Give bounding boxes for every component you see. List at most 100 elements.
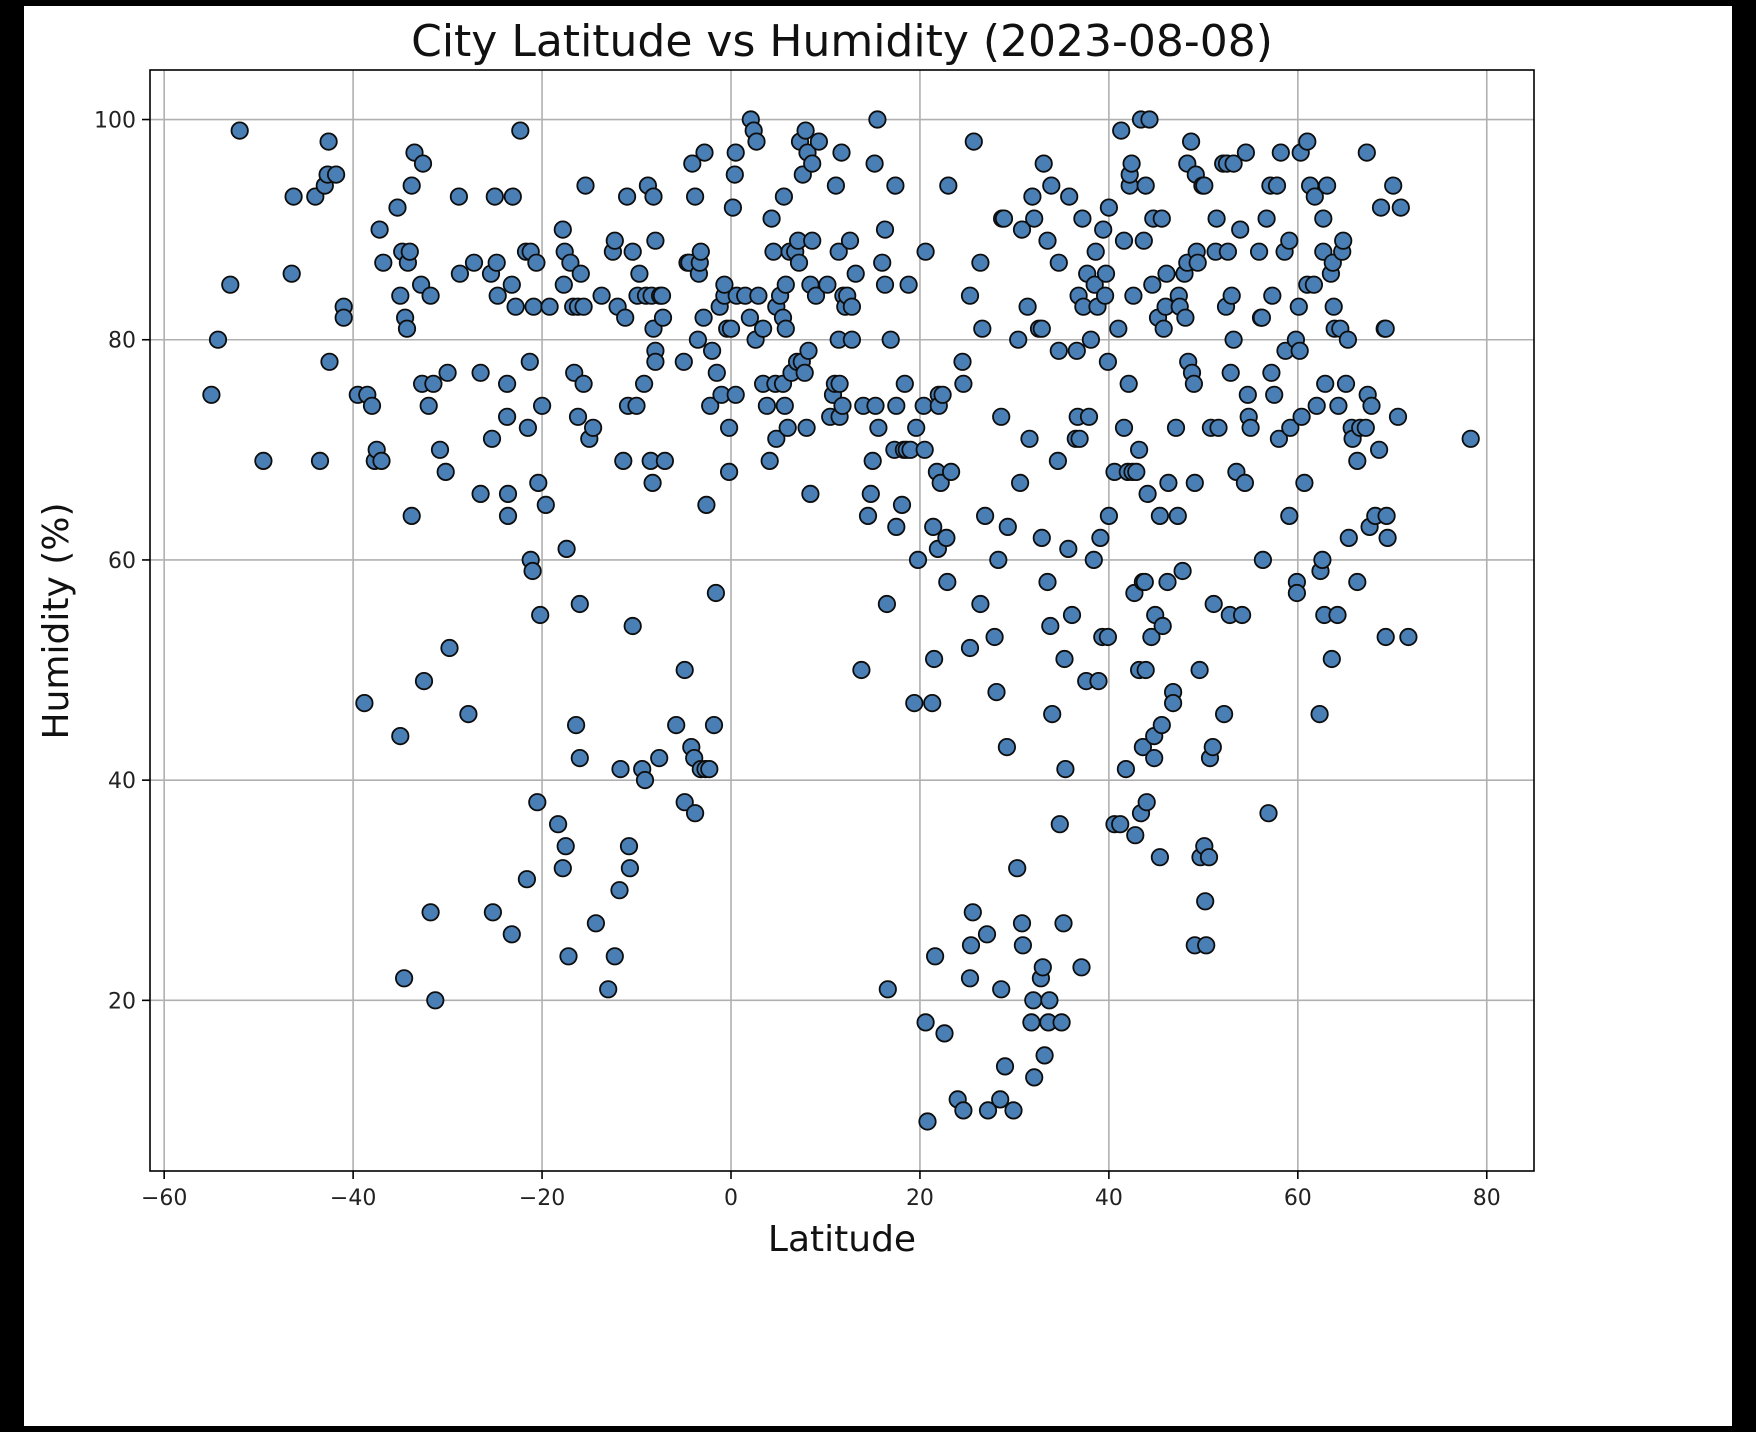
data-point: [938, 572, 957, 592]
data-point: [806, 286, 826, 305]
data-point: [1111, 815, 1130, 834]
data-point: [556, 837, 575, 856]
data-point: [832, 143, 851, 162]
data-point: [1048, 451, 1068, 470]
data-point: [1376, 319, 1395, 338]
data-point: [803, 154, 822, 173]
data-point: [334, 308, 353, 327]
data-point: [1022, 1013, 1041, 1032]
data-point: [1143, 275, 1162, 294]
data-point: [868, 110, 887, 129]
data-point: [1067, 341, 1086, 360]
data-point: [1188, 253, 1207, 272]
data-point: [553, 859, 572, 878]
x-tick-label: 80: [1473, 1186, 1501, 1211]
y-tick-label: 80: [108, 329, 136, 354]
data-point: [282, 264, 301, 283]
data-point: [570, 594, 589, 614]
data-point: [1032, 528, 1051, 548]
data-point: [1197, 936, 1216, 955]
data-point: [1084, 550, 1103, 570]
data-point: [1033, 958, 1052, 977]
data-point: [605, 231, 624, 250]
data-point: [1295, 473, 1314, 492]
data-point: [1221, 363, 1240, 382]
data-point: [1384, 176, 1403, 195]
data-point: [764, 242, 783, 261]
data-point: [866, 396, 885, 415]
data-point: [532, 396, 552, 415]
data-point: [723, 198, 743, 217]
data-point: [1145, 748, 1164, 768]
data-point: [704, 715, 724, 735]
x-tick-label: 0: [724, 1186, 738, 1211]
data-point: [973, 319, 992, 338]
data-point: [1313, 550, 1332, 570]
data-point: [1056, 759, 1075, 779]
data-point: [776, 275, 795, 294]
data-point: [1182, 132, 1201, 151]
data-point: [918, 1112, 937, 1131]
data-point: [419, 396, 438, 415]
data-point: [1218, 242, 1238, 261]
data-point: [592, 286, 611, 305]
data-point: [1338, 330, 1358, 349]
data-point: [1257, 209, 1276, 228]
data-point: [915, 440, 934, 459]
data-point: [1158, 572, 1177, 592]
data-point: [1231, 220, 1250, 239]
data-point: [877, 594, 897, 614]
data-point: [529, 473, 548, 492]
data-point: [1207, 209, 1226, 228]
data-point: [989, 550, 1008, 570]
data-point: [1081, 330, 1101, 349]
data-point: [914, 396, 933, 415]
data-point: [789, 253, 809, 272]
data-point: [840, 231, 860, 250]
data-point: [616, 308, 635, 327]
data-point: [997, 737, 1017, 757]
data-point: [688, 330, 708, 349]
data-point: [571, 264, 590, 283]
data-point: [878, 980, 897, 999]
data-point: [1134, 231, 1153, 250]
data-point: [1287, 583, 1307, 603]
data-point: [760, 451, 779, 470]
scatter-chart: City Latitude vs Humidity (2023-08-08) −…: [36, 16, 1535, 1260]
data-point: [511, 121, 530, 140]
data-point: [652, 286, 672, 305]
data-point: [715, 275, 734, 294]
data-point: [1086, 242, 1105, 261]
data-point: [933, 385, 952, 404]
data-point: [1008, 859, 1027, 878]
data-point: [774, 187, 794, 206]
data-point: [875, 220, 895, 239]
data-point: [865, 154, 884, 173]
data-point: [1060, 187, 1079, 206]
data-point: [524, 297, 543, 316]
data-point: [697, 495, 716, 514]
data-point: [1023, 187, 1042, 206]
data-point: [498, 506, 518, 525]
data-point: [1099, 198, 1119, 217]
data-point: [1290, 341, 1309, 360]
data-point: [842, 330, 862, 349]
data-point: [924, 517, 943, 537]
data-point: [1096, 264, 1116, 283]
data-point: [568, 407, 588, 426]
data-point: [1038, 572, 1057, 592]
data-point: [1142, 627, 1161, 647]
data-point: [1281, 418, 1300, 437]
data-point: [1166, 418, 1186, 437]
data-point: [548, 815, 568, 834]
data-point: [1070, 429, 1089, 448]
data-point: [852, 660, 871, 680]
data-point: [719, 418, 739, 437]
data-point: [1168, 506, 1187, 525]
data-point: [1233, 605, 1252, 625]
data-point: [1339, 528, 1358, 548]
data-point: [695, 143, 714, 162]
data-point: [1126, 826, 1145, 845]
data-point: [1222, 286, 1241, 305]
data-point: [753, 319, 773, 338]
